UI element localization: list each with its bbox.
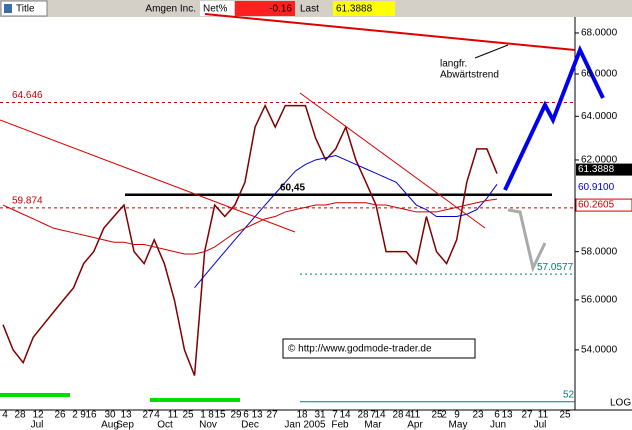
net-label: Net% (203, 4, 228, 15)
scale-label: LOG (610, 398, 631, 409)
x-day-label: 2 (441, 410, 447, 421)
price-line (194, 155, 498, 288)
x-day-label: 6 (494, 410, 500, 421)
y-tick-label: 62.0000 (581, 155, 618, 166)
level-label: 59.874 (12, 196, 43, 207)
x-day-label: 31 (314, 410, 326, 421)
title-box[interactable] (0, 0, 48, 17)
x-day-label: 12 (32, 410, 44, 421)
x-day-label: 28 (14, 410, 26, 421)
x-day-label: 1 (200, 410, 206, 421)
x-day-label: 11 (168, 410, 179, 421)
last-value-label: 61.3888 (578, 164, 615, 175)
level-label: 52 (563, 389, 575, 400)
annotation-arrow (474, 44, 509, 59)
x-day-label: 14 (339, 410, 351, 421)
x-day-label: 4 (405, 410, 411, 421)
projection-up (503, 44, 605, 191)
x-month-label: Oct (157, 420, 173, 430)
x-day-label: 30 (104, 410, 116, 421)
title: Title (16, 4, 35, 15)
price-line (2, 198, 498, 255)
x-day-label: 9 (80, 410, 86, 421)
annotation: Abwärtstrend (440, 70, 499, 81)
x-day-label: 6 (243, 410, 249, 421)
x-day-label: 11 (538, 410, 549, 421)
x-day-label: 9 (454, 410, 460, 421)
x-day-label: 27 (521, 410, 533, 421)
x-day-label: 28 (357, 410, 369, 421)
x-day-label: 11 (410, 410, 421, 421)
copyright-box (282, 338, 476, 359)
x-day-label: 14 (374, 410, 386, 421)
last-value: 61.3888 (336, 4, 373, 15)
x-day-label: 26 (54, 410, 66, 421)
x-month-label: Mar (364, 420, 382, 430)
x-day-label: 25 (431, 410, 443, 421)
x-day-label: 27 (266, 410, 278, 421)
last-value-label: 60.9100 (578, 182, 615, 193)
last-value-box (576, 181, 632, 194)
x-day-label: 13 (501, 410, 513, 421)
x-day-label: 8 (208, 410, 214, 421)
x-day-label: 18 (296, 410, 308, 421)
x-month-label: Aug (101, 420, 119, 430)
x-day-label: 15 (214, 410, 226, 421)
level-label: 64.646 (12, 90, 43, 101)
x-day-label: 25 (559, 410, 571, 421)
net-value: -0.16 (269, 4, 292, 15)
last-value-label: 60.2605 (578, 200, 615, 211)
net-label-box (200, 1, 234, 16)
y-tick-label: 54.0000 (581, 345, 618, 356)
y-tick-label: 64.0000 (581, 111, 618, 122)
net-box (235, 1, 295, 16)
copyright: © http://www.godmode-trader.de (288, 344, 432, 355)
y-tick-label: 66.0000 (581, 69, 618, 80)
stock-name: Amgen Inc. (145, 4, 196, 15)
x-month-label: Nov (199, 420, 217, 430)
trend-line (299, 92, 486, 229)
x-day-label: 13 (120, 410, 132, 421)
x-month-label: May (449, 420, 468, 430)
level-label: 57.0577 (537, 262, 574, 273)
x-month-label: Jul (31, 420, 44, 430)
x-day-label: 7 (370, 410, 376, 421)
last-value-box (575, 198, 632, 212)
x-day-label: 29 (230, 410, 242, 421)
annotation: langfr. (440, 59, 467, 70)
y-tick-label: 56.0000 (581, 295, 618, 306)
x-day-label: 25 (182, 410, 194, 421)
x-day-label: 4 (2, 410, 8, 421)
trend-line (0, 119, 296, 233)
last-label: Last (300, 4, 319, 15)
x-day-label: 27 (142, 410, 154, 421)
x-day-label: 4 (154, 410, 160, 421)
price-line (2, 103, 498, 376)
y-tick-label: 58.0000 (581, 246, 618, 257)
last-box (333, 1, 395, 16)
x-month-label: Apr (407, 420, 423, 430)
y-tick-label: 68.0000 (581, 28, 618, 39)
projection-down (507, 208, 547, 273)
x-day-label: 28 (392, 410, 404, 421)
x-month-label: Jun (490, 420, 506, 430)
last-value-box (576, 163, 632, 176)
x-day-label: 13 (251, 410, 263, 421)
x-day-label: 23 (472, 410, 484, 421)
x-month-label: Dec (241, 420, 259, 430)
header-bar (0, 0, 632, 17)
x-month-label: Feb (331, 420, 349, 430)
x-day-label: 2 (72, 410, 78, 421)
title-icon (4, 4, 12, 13)
x-day-label: 16 (85, 410, 97, 421)
long-downtrend (204, 13, 576, 51)
x-month-label: Jul (534, 420, 547, 430)
x-month-label: Jan 2005 (284, 420, 326, 430)
x-month-label: Sep (116, 420, 134, 430)
x-day-label: 7 (332, 410, 338, 421)
level-label: 60,45 (280, 182, 305, 193)
